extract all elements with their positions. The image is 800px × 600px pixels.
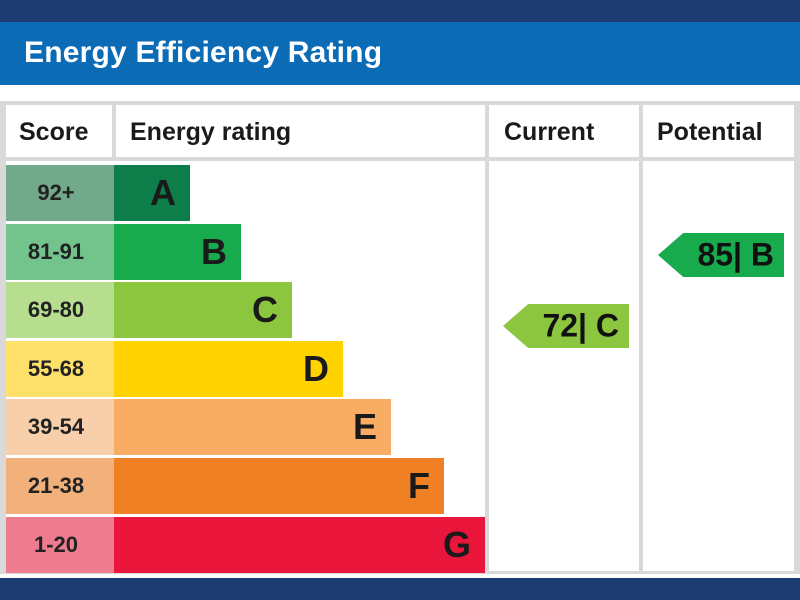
rating-letter-c: C <box>252 289 278 330</box>
current-rating-arrow: 72| C <box>503 304 629 348</box>
rating-letter-g: G <box>442 524 471 565</box>
rating-letter-d: D <box>303 348 329 389</box>
score-range-c: 69-80 <box>6 282 114 338</box>
current-column-header: Current <box>504 118 595 146</box>
rating-bar-c: C <box>114 282 292 338</box>
current-header-cell: Current <box>489 105 639 157</box>
score-range-g: 1-20 <box>6 517 114 573</box>
header-bar: Energy Efficiency Rating <box>0 22 800 85</box>
current-rating-label: 72| C <box>542 307 619 344</box>
score-header-cell: Score <box>6 105 112 157</box>
potential-rating-arrow: 85| B <box>658 233 784 277</box>
page-title: Energy Efficiency Rating <box>24 36 383 69</box>
potential-rating-label: 85| B <box>697 236 774 273</box>
potential-column <box>643 161 794 571</box>
score-range-b: 81-91 <box>6 224 114 280</box>
rating-panel: Score Energy rating Current Potential 92… <box>0 85 800 578</box>
rating-letter-e: E <box>352 406 377 447</box>
energy-rating-column-header: Energy rating <box>130 118 292 146</box>
rating-table: Score Energy rating Current Potential 92… <box>0 101 800 574</box>
score-column-header: Score <box>19 118 89 146</box>
rating-bar-g: G <box>114 517 485 573</box>
current-column <box>489 161 639 571</box>
rating-bar-d: D <box>114 341 343 397</box>
rating-letter-b: B <box>201 231 227 272</box>
score-range-a: 92+ <box>6 165 114 221</box>
score-range-e: 39-54 <box>6 399 114 455</box>
score-range-f: 21-38 <box>6 458 114 514</box>
potential-column-header: Potential <box>657 118 763 146</box>
rating-letter-a: A <box>150 172 176 213</box>
energy-rating-header-cell: Energy rating <box>116 105 485 157</box>
rating-bar-b: B <box>114 224 241 280</box>
rating-bar-a: A <box>114 165 190 221</box>
rating-bar-f: F <box>114 458 444 514</box>
potential-header-cell: Potential <box>643 105 794 157</box>
rating-bar-e: E <box>114 399 391 455</box>
rating-letter-f: F <box>408 465 430 506</box>
score-range-d: 55-68 <box>6 341 114 397</box>
